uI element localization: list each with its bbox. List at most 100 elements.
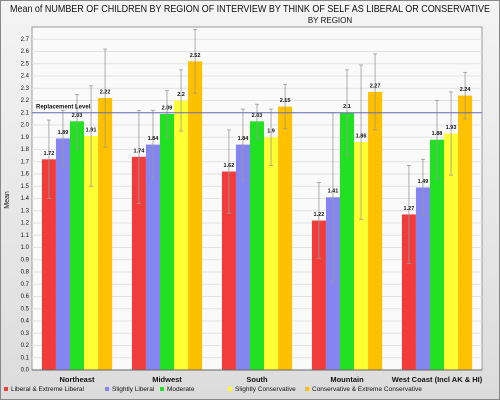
- legend-swatch: [4, 387, 8, 391]
- data-label: 1.49: [418, 179, 429, 185]
- error-bar: [240, 108, 245, 181]
- y-tick-label: 1.0: [21, 245, 30, 251]
- legend-label: Slightly Conservative: [235, 386, 296, 393]
- bar: [159, 113, 175, 370]
- y-tick-label: 1.2: [21, 221, 30, 227]
- x-tick-label: Northeast: [59, 375, 95, 384]
- data-label: 1.72: [44, 151, 55, 157]
- error-bar: [269, 108, 274, 166]
- y-tick-label: 0.9: [21, 257, 30, 263]
- y-tick-label: 0.3: [21, 331, 30, 337]
- data-label: 2.1: [343, 104, 351, 110]
- bar: [249, 121, 265, 370]
- y-tick-label: 0.2: [21, 343, 30, 349]
- bar: [69, 121, 85, 370]
- data-label: 1.86: [356, 134, 367, 140]
- error-bar: [150, 109, 155, 180]
- legend-label: Conservative & Extreme Conservative: [312, 386, 422, 393]
- bar: [235, 144, 250, 370]
- data-label: 1.74: [134, 148, 146, 154]
- error-bar: [89, 85, 94, 187]
- y-tick-label: 1.5: [21, 184, 30, 190]
- data-label: 2.03: [72, 113, 83, 119]
- data-label: 1.93: [446, 125, 457, 131]
- bar: [415, 187, 430, 370]
- data-label: 1.84: [148, 136, 160, 142]
- error-bar: [46, 119, 51, 199]
- bar: [458, 95, 473, 370]
- y-tick-label: 2.2: [21, 98, 30, 104]
- y-tick-label: 1.1: [21, 233, 30, 239]
- error-bar: [103, 48, 108, 148]
- bar: [98, 98, 113, 371]
- error-bar: [75, 93, 79, 149]
- error-bar: [359, 64, 364, 220]
- error-bar: [165, 90, 169, 138]
- y-axis-label: Mean: [4, 191, 11, 209]
- bar: [131, 156, 146, 370]
- y-tick-label: 0.0: [21, 368, 30, 374]
- data-label: 1.9: [267, 129, 275, 135]
- bar: [188, 61, 203, 371]
- y-tick-label: 1.3: [21, 208, 30, 214]
- y-tick-label: 2.3: [21, 86, 30, 92]
- data-label: 1.22: [314, 212, 325, 218]
- error-bar: [179, 69, 184, 132]
- data-label: 2.09: [162, 105, 173, 111]
- data-label: 2.2: [177, 92, 185, 98]
- y-tick-label: 0.1: [21, 355, 30, 361]
- y-tick-label: 1.4: [21, 196, 30, 202]
- y-tick-label: 0.8: [21, 270, 30, 276]
- bar: [368, 91, 383, 371]
- legend-swatch: [305, 387, 309, 391]
- data-label: 2.22: [100, 90, 111, 96]
- bar: [325, 197, 340, 370]
- y-tick-label: 2.5: [21, 61, 30, 67]
- bar: [354, 142, 369, 370]
- bar: [278, 106, 293, 370]
- data-label: 2.24: [460, 87, 472, 93]
- data-label: 2.03: [252, 113, 263, 119]
- error-bar: [406, 165, 411, 264]
- y-tick-label: 0.6: [21, 294, 30, 300]
- x-tick-label: Midwest: [152, 375, 182, 384]
- reference-label: Replacement Level: [36, 104, 91, 110]
- error-bar: [373, 53, 378, 131]
- legend-swatch: [105, 387, 109, 391]
- error-bar: [226, 129, 231, 214]
- bar: [401, 214, 416, 370]
- y-tick-label: 1.9: [21, 135, 30, 141]
- bar: [444, 133, 459, 370]
- y-tick-label: 2.6: [21, 49, 30, 55]
- error-bar: [463, 71, 468, 120]
- error-bar: [255, 103, 259, 139]
- error-bar: [283, 84, 288, 130]
- bar: [339, 112, 355, 370]
- error-bar: [60, 109, 65, 168]
- x-tick-label: South: [246, 375, 268, 384]
- data-label: 1.41: [328, 189, 339, 195]
- y-tick-label: 2.1: [21, 110, 30, 116]
- y-tick-label: 1.8: [21, 147, 30, 153]
- error-bar: [136, 109, 141, 204]
- data-label: 2.52: [190, 53, 201, 59]
- bar: [221, 171, 236, 370]
- bar: [84, 136, 99, 370]
- data-label: 2.15: [280, 98, 291, 104]
- legend-swatch: [160, 387, 164, 391]
- y-tick-label: 2.0: [21, 123, 30, 129]
- legend-label: Liberal & Extreme Liberal: [11, 386, 85, 393]
- y-tick-label: 2.4: [21, 74, 30, 80]
- data-label: 1.84: [238, 136, 250, 142]
- bar: [429, 139, 445, 370]
- legend-label: Slightly Liberal: [112, 386, 155, 393]
- data-label: 1.91: [86, 127, 97, 133]
- error-bar: [193, 29, 198, 94]
- x-tick-label: Mountain: [330, 375, 364, 384]
- bar: [264, 137, 279, 370]
- bar: [41, 159, 56, 370]
- y-tick-label: 1.6: [21, 172, 30, 178]
- bar: [55, 138, 70, 370]
- data-label: 1.27: [404, 206, 415, 212]
